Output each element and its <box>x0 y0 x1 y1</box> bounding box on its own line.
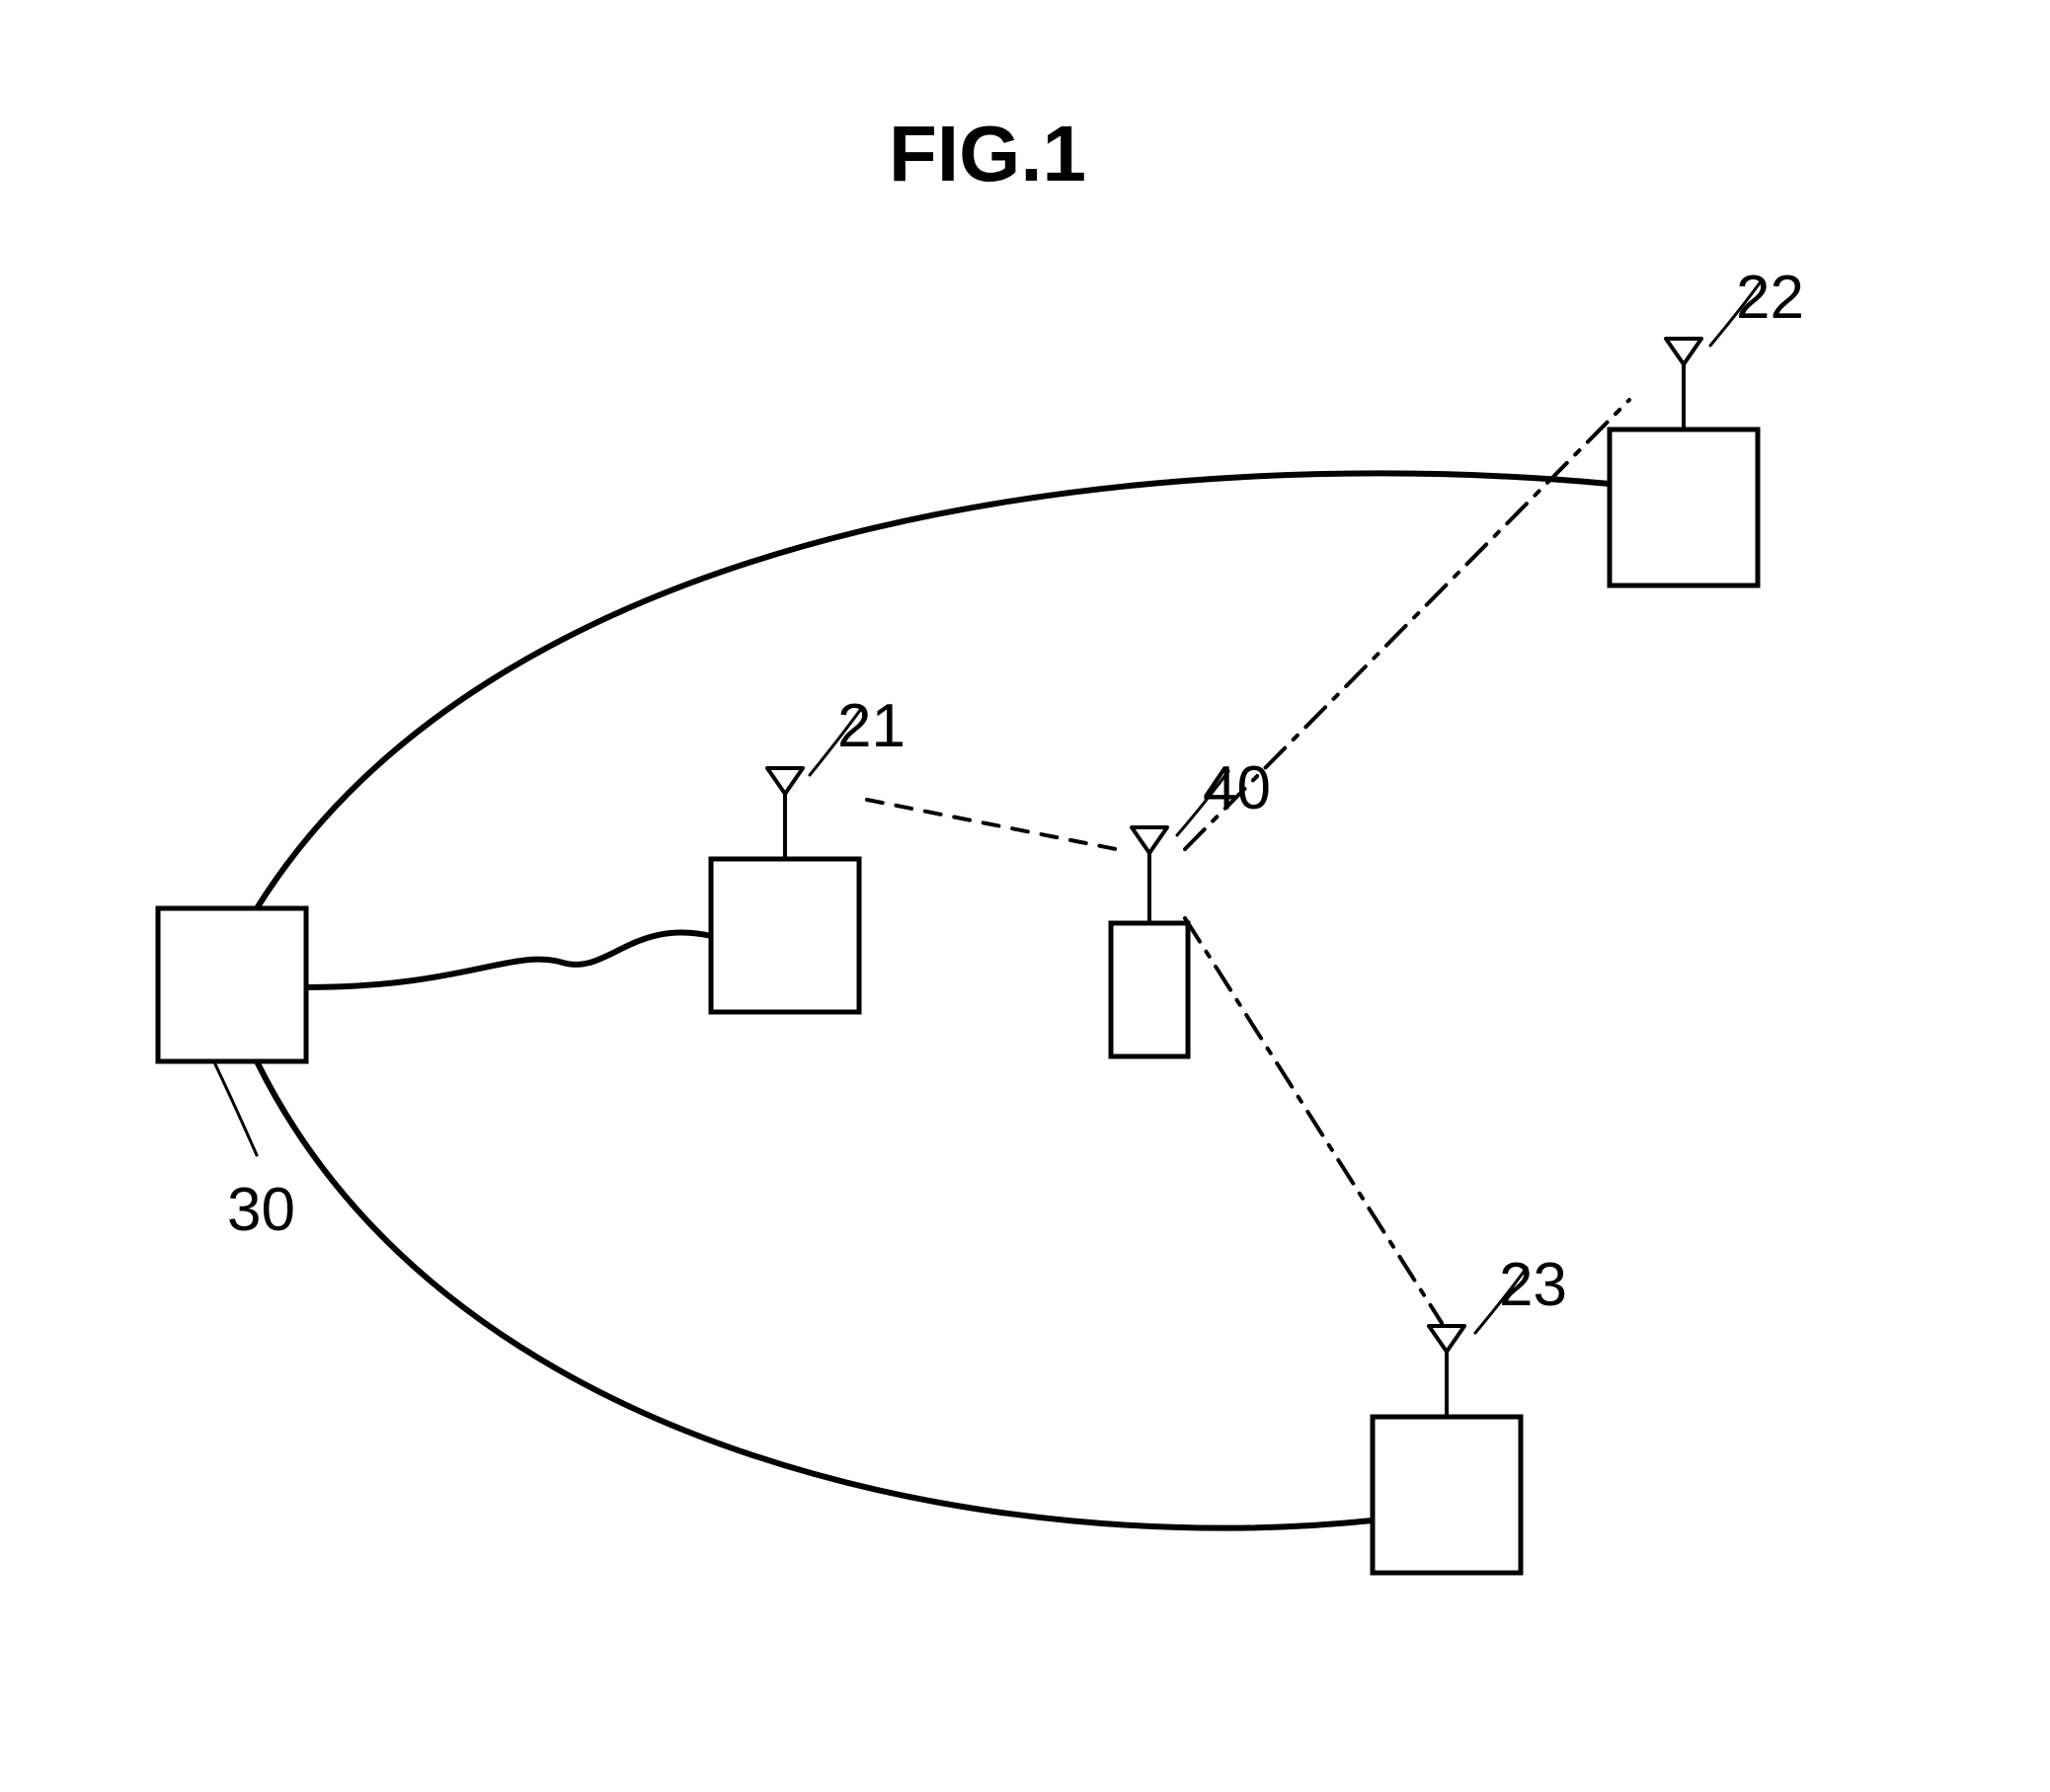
node-dev40 <box>1111 923 1188 1056</box>
label-23: 23 <box>1499 1250 1567 1320</box>
wire_30_to_21 <box>306 933 711 987</box>
antenna-a21-icon <box>767 768 803 794</box>
node-box21 <box>711 859 859 1012</box>
wire_30_to_23 <box>257 1061 1373 1528</box>
leader-l30 <box>215 1064 257 1155</box>
label-40: 40 <box>1203 753 1271 823</box>
antenna-a40-icon <box>1132 827 1167 853</box>
label-30: 30 <box>227 1175 295 1245</box>
node-box22 <box>1610 429 1758 585</box>
antenna-a22-icon <box>1666 339 1701 364</box>
link_23_40 <box>1185 918 1442 1323</box>
node-box30 <box>158 908 306 1061</box>
wire_30_to_22 <box>257 473 1610 908</box>
link_21_40 <box>867 800 1116 849</box>
label-22: 22 <box>1736 263 1804 333</box>
label-21: 21 <box>837 691 906 761</box>
figure-canvas: FIG.1 30 21 22 23 40 <box>0 0 2050 1792</box>
antenna-a23-icon <box>1429 1326 1464 1352</box>
node-box23 <box>1373 1417 1521 1573</box>
